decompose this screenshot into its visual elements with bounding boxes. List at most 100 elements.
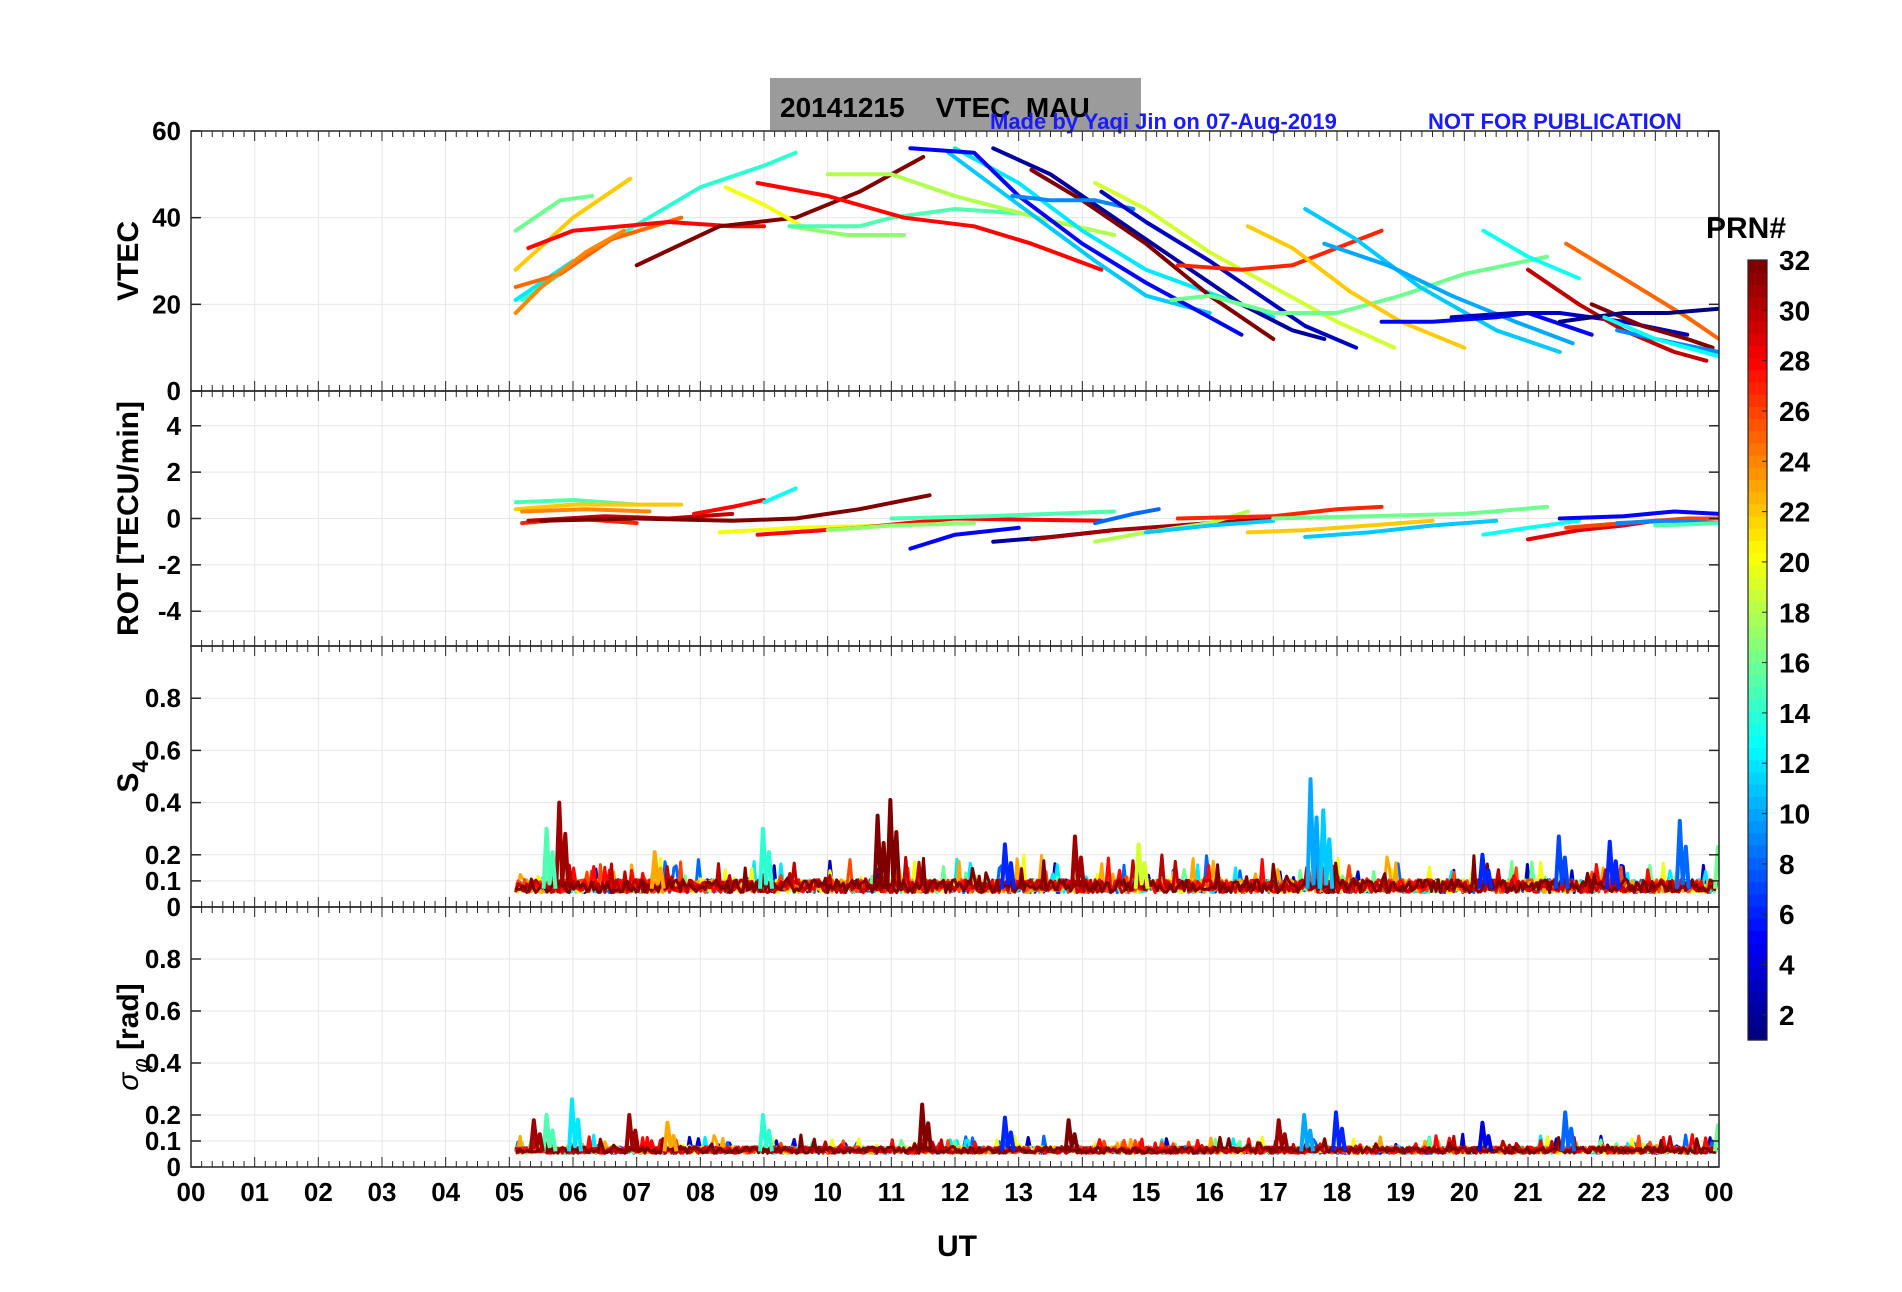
series-line-prn-11 [1303, 518, 1499, 539]
colorbar-swatch [1748, 991, 1767, 1005]
series-line-prn-31 [1029, 516, 1276, 542]
colorbar-swatch [1748, 820, 1767, 834]
colorbar-swatch [1748, 784, 1767, 797]
spike-prn-12 [567, 1097, 583, 1152]
colorbar-tick-label: 4 [1779, 950, 1795, 981]
colorbar-swatch [1748, 430, 1767, 444]
series-line-prn-2 [991, 146, 1327, 341]
x-tick-label: 16 [1195, 1177, 1224, 1207]
colorbar-swatch [1748, 954, 1767, 968]
spike-prn-31 [554, 800, 571, 889]
y-tick-label: 0 [167, 376, 181, 406]
series-line-prn-25 [513, 215, 684, 289]
y-tick-label: 40 [152, 203, 181, 233]
plot-area-s4 [514, 777, 1719, 895]
series-line-prn-27 [1175, 228, 1384, 272]
noise-trace-prn-32 [515, 1133, 1719, 1155]
series-line-prn-15 [889, 509, 1117, 521]
plot-area-sigma_phi [514, 1097, 1719, 1155]
colorbar-tick-label: 8 [1779, 849, 1795, 880]
spike-prn-31 [1069, 834, 1086, 889]
y-tick-label: 4 [167, 411, 182, 441]
series-line-prn-13 [762, 486, 798, 505]
y-tick-label: 0.1 [145, 1126, 181, 1156]
spike-prn-8 [1674, 818, 1691, 889]
spike-prn-6 [999, 842, 1016, 889]
colorbar-swatch [1748, 723, 1767, 736]
panel-sigma_phi: 00.10.2 0.4 0.6 0.8 σφ [rad] [112, 906, 1720, 1182]
x-tick-label: 02 [304, 1177, 333, 1207]
y-tick-label: 0.6 [145, 996, 181, 1026]
colorbar-tick-label: 18 [1779, 597, 1810, 628]
y-tick-label: 0.8 [145, 683, 181, 713]
colorbar-swatch [1748, 320, 1767, 334]
series-line-prn-22 [513, 176, 633, 272]
spike-prn-11 [1318, 808, 1335, 889]
spike-prn-31 [528, 1118, 545, 1152]
colorbar-swatch [1748, 869, 1767, 883]
chart-title: 20141215 VTEC MAU [780, 92, 1090, 123]
y-tick-label: 0.6 [145, 735, 181, 765]
spike-prn-6 [999, 1115, 1016, 1152]
colorbar-tick-label: 20 [1779, 547, 1810, 578]
y-axis-label-sigma_phi: σφ [rad] [112, 983, 153, 1090]
colorbar-swatch [1748, 601, 1767, 615]
colorbar-swatch [1748, 759, 1767, 773]
colorbar-swatch [1748, 1027, 1767, 1041]
colorbar-swatch [1748, 845, 1767, 858]
series-line-prn-16 [1169, 254, 1550, 315]
x-tick-label: 11 [878, 1177, 906, 1207]
colorbar-tick-label: 24 [1779, 446, 1811, 477]
series-line-prn-22 [1245, 518, 1435, 535]
x-tick-label: 06 [559, 1177, 588, 1207]
notice-text: NOT FOR PUBLICATION [1428, 109, 1682, 134]
y-tick-label: 0.4 [145, 1048, 182, 1078]
series-line-prn-28 [692, 498, 766, 516]
colorbar-swatch [1748, 1003, 1767, 1017]
spike-prn-14 [758, 826, 774, 889]
spike-prn-16 [1713, 1123, 1719, 1152]
y-tick-label: 0 [167, 892, 181, 922]
x-tick-label: 08 [686, 1177, 715, 1207]
colorbar-swatch [1748, 796, 1767, 810]
colorbar-swatch [1748, 528, 1767, 541]
spike-prn-19 [1133, 842, 1150, 889]
colorbar-swatch [1748, 345, 1767, 359]
series-line-prn-8 [1093, 507, 1161, 526]
colorbar-swatch [1748, 455, 1767, 468]
title-box [770, 78, 1141, 130]
y-axis-label-rot: ROT [TECU/min] [112, 401, 145, 636]
colorbar-swatch [1748, 698, 1767, 712]
x-tick-label: 22 [1577, 1177, 1606, 1207]
x-tick-label: 13 [1004, 1177, 1033, 1207]
colorbar-swatch [1748, 260, 1767, 273]
spike-prn-10 [1305, 777, 1322, 889]
panel-s4: 00.10.20.40.60.8S4 [112, 645, 1720, 922]
colorbar-frame [1747, 259, 1768, 1041]
series-line-prn-32 [539, 493, 932, 523]
colorbar-swatch [1748, 662, 1767, 675]
colorbar-swatch [1748, 552, 1767, 566]
colorbar-swatch [1748, 491, 1767, 505]
x-tick-label: 01 [240, 1177, 269, 1207]
series-line-prn-25 [1564, 241, 1719, 341]
colorbar-swatch [1748, 1015, 1767, 1029]
x-tick-label: 23 [1641, 1177, 1670, 1207]
spike-prn-16 [1713, 844, 1719, 889]
colorbar-swatch [1748, 613, 1767, 627]
spike-prn-8 [1560, 1110, 1577, 1152]
series-line-prn-11 [1303, 207, 1562, 354]
colorbar-swatch [1748, 589, 1767, 602]
colorbar-swatch [1748, 625, 1767, 639]
colorbar-swatch [1748, 296, 1767, 310]
colorbar-swatch [1748, 710, 1767, 724]
colorbar-swatch [1748, 503, 1767, 517]
spike-prn-32 [885, 797, 902, 889]
spike-prn-15 [541, 1113, 558, 1152]
colorbar-tick-label: 16 [1779, 648, 1810, 679]
colorbar-swatch [1748, 674, 1767, 688]
series-line-prn-17 [825, 521, 977, 533]
x-tick-label: 17 [1259, 1177, 1288, 1207]
spike-prn-15 [541, 826, 558, 889]
